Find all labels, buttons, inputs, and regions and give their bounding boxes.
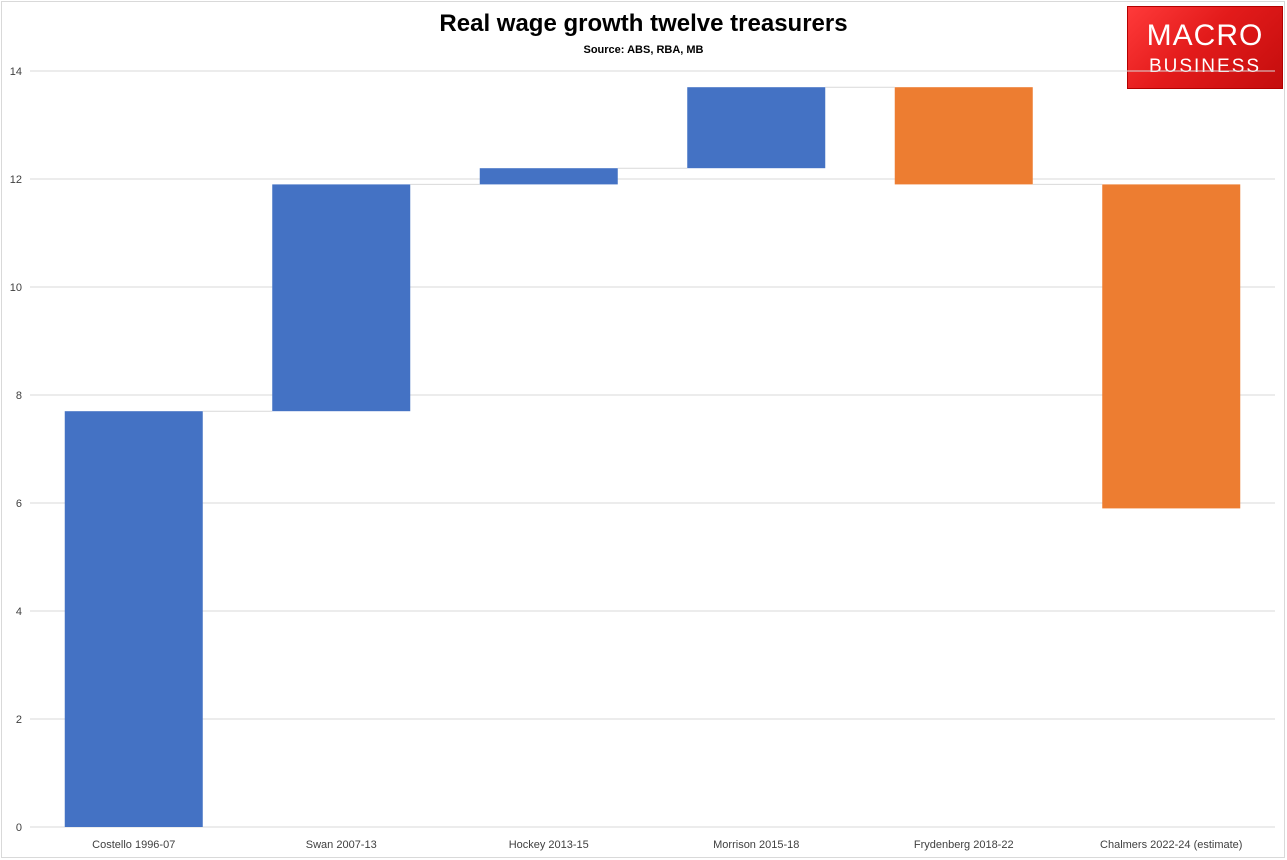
y-tick-label: 0 [16,822,22,834]
y-tick-label: 10 [10,282,22,294]
chart-subtitle: Source: ABS, RBA, MB [583,44,704,56]
y-tick-label: 12 [10,174,22,186]
x-tick-label: Frydenberg 2018-22 [914,839,1014,851]
x-tick-label: Swan 2007-13 [306,839,377,851]
waterfall-bar [894,87,1033,185]
logo-text-macro: MACRO [1146,19,1264,52]
waterfall-bar [272,184,411,412]
chart-title: Real wage growth twelve treasurers [439,10,848,37]
y-tick-label: 14 [10,66,22,78]
y-tick-label: 8 [16,390,22,402]
y-tick-label: 6 [16,498,22,510]
waterfall-bar [1102,184,1241,509]
x-tick-label: Hockey 2013-15 [509,839,589,851]
y-tick-label: 4 [16,606,22,618]
waterfall-bar [687,87,826,169]
waterfall-bar [479,168,618,185]
y-tick-label: 2 [16,714,22,726]
waterfall-bar [64,411,203,827]
x-tick-label: Chalmers 2022-24 (estimate) [1100,839,1242,851]
macrobusiness-logo: MACRO BUSINESS [1127,6,1283,89]
x-tick-label: Costello 1996-07 [92,839,175,851]
x-tick-label: Morrison 2015-18 [713,839,799,851]
